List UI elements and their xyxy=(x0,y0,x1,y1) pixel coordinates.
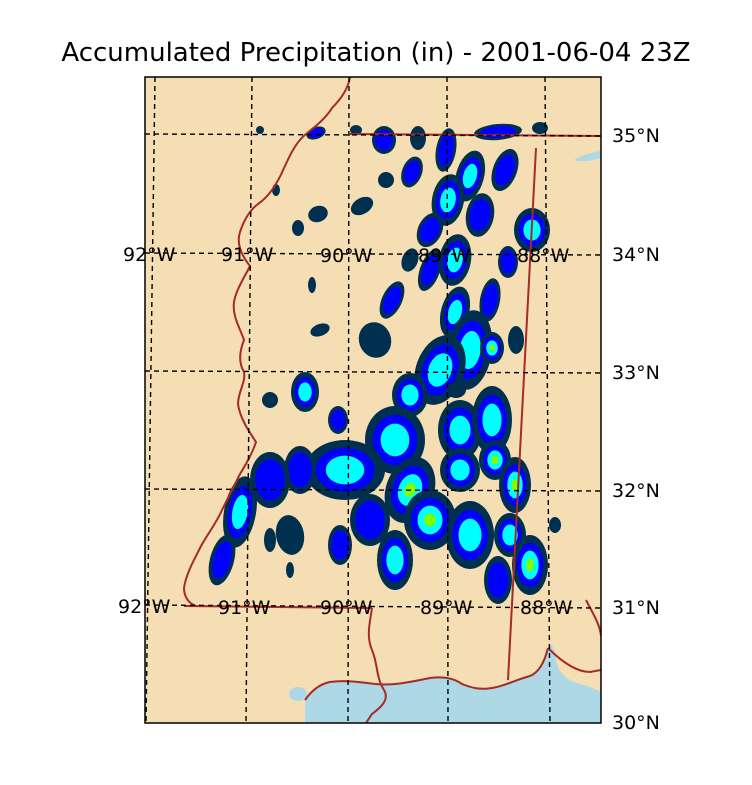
precip-contour xyxy=(421,254,439,286)
precip-contour xyxy=(231,494,249,530)
precip-contour xyxy=(355,500,385,540)
precip-contour xyxy=(450,459,470,481)
precip-contour xyxy=(410,126,426,150)
precip-contour xyxy=(378,172,394,188)
precip-contour xyxy=(288,452,312,488)
precip-contour xyxy=(508,326,524,354)
lake-water xyxy=(289,687,307,701)
precip-contour xyxy=(403,160,421,184)
precip-contour xyxy=(256,126,264,134)
alabama-florida-border xyxy=(547,647,601,674)
lat-line-33 xyxy=(145,370,601,374)
precip-contour xyxy=(440,187,456,213)
precip-contour xyxy=(511,478,519,492)
lon-label-lower-90: 90°W xyxy=(320,597,373,619)
map-title: Accumulated Precipitation (in) - 2001-06… xyxy=(61,38,691,68)
coastline xyxy=(304,647,549,701)
mississippi-river-border xyxy=(182,77,351,607)
lon-label-lower-89: 89°W xyxy=(420,597,473,619)
precip-contour xyxy=(458,518,482,552)
precip-contour xyxy=(375,129,393,151)
precip-contour xyxy=(500,250,516,274)
precip-contour xyxy=(212,541,232,579)
precip-contour xyxy=(549,517,561,533)
precip-contour xyxy=(462,163,478,189)
precip-contour xyxy=(446,382,466,398)
river-water xyxy=(574,151,601,162)
precip-contour xyxy=(380,423,410,457)
precip-contour xyxy=(469,198,491,232)
alabama-mississippi-border xyxy=(507,147,537,681)
precip-contour xyxy=(386,545,404,575)
precip-contour xyxy=(420,217,440,243)
precip-contour xyxy=(292,220,304,236)
precip-contour xyxy=(350,196,374,216)
lat-line-35 xyxy=(145,133,601,137)
precip-contour xyxy=(449,415,471,445)
precip-contour xyxy=(255,459,285,501)
precip-contour xyxy=(298,382,312,402)
precip-contour xyxy=(526,558,534,572)
precip-contour xyxy=(424,513,436,527)
precip-contour xyxy=(502,524,518,546)
lat-label-35: 35°N xyxy=(612,125,660,147)
precip-contour xyxy=(330,409,346,431)
precip-contour xyxy=(264,528,276,552)
precip-contour xyxy=(532,122,548,134)
precip-contour xyxy=(487,562,509,598)
pearl-river-border xyxy=(365,607,387,723)
precip-contour xyxy=(275,515,305,555)
precip-contour xyxy=(491,455,499,465)
lat-label-31: 31°N xyxy=(612,597,660,619)
precip-contour xyxy=(262,392,278,408)
lon-label-lower-88: 88°W xyxy=(520,597,573,619)
lat-line-31 xyxy=(145,604,601,609)
precip-contour xyxy=(447,299,463,325)
lon-label-upper-89: 89°W xyxy=(418,245,471,267)
gulf-inlet-water xyxy=(440,695,485,710)
precipitation-contours xyxy=(208,122,561,604)
precip-contour xyxy=(401,248,419,272)
precip-contour xyxy=(358,322,392,358)
lon-label-upper-92: 92°W xyxy=(123,244,176,266)
lon-label-lower-91: 91°W xyxy=(218,597,271,619)
precip-contour xyxy=(272,184,280,196)
precip-contour xyxy=(286,562,294,578)
lat-label-34: 34°N xyxy=(612,244,660,266)
precip-contour xyxy=(482,283,498,317)
map-frame xyxy=(144,76,602,724)
louisiana-mississippi-border xyxy=(183,605,373,609)
lon-label-lower-92: 92°W xyxy=(118,596,171,618)
precip-contour xyxy=(427,353,453,387)
precip-contour xyxy=(401,384,419,406)
lat-label-33: 33°N xyxy=(612,362,660,384)
precip-contour xyxy=(494,154,516,186)
precip-contour xyxy=(382,286,402,314)
land-area xyxy=(145,77,601,723)
lon-label-upper-91: 91°W xyxy=(221,244,274,266)
precip-contour xyxy=(310,323,330,337)
precip-contour xyxy=(308,205,328,223)
lat-line-32 xyxy=(145,488,601,492)
lon-label-upper-90: 90°W xyxy=(320,245,373,267)
lat-label-32: 32°N xyxy=(612,480,660,502)
precip-contour xyxy=(489,344,495,352)
lat-line-34 xyxy=(145,252,601,256)
lon-label-upper-88: 88°W xyxy=(517,245,570,267)
precip-contour xyxy=(350,125,362,135)
precip-contour xyxy=(438,133,454,167)
precip-contour xyxy=(308,277,316,293)
precip-contour xyxy=(331,530,349,560)
precip-contour xyxy=(325,455,365,485)
state-borders xyxy=(182,77,601,723)
gulf-water xyxy=(305,645,601,723)
graticule xyxy=(145,77,601,723)
precip-contour xyxy=(482,403,502,437)
lat-label-30: 30°N xyxy=(612,712,660,734)
